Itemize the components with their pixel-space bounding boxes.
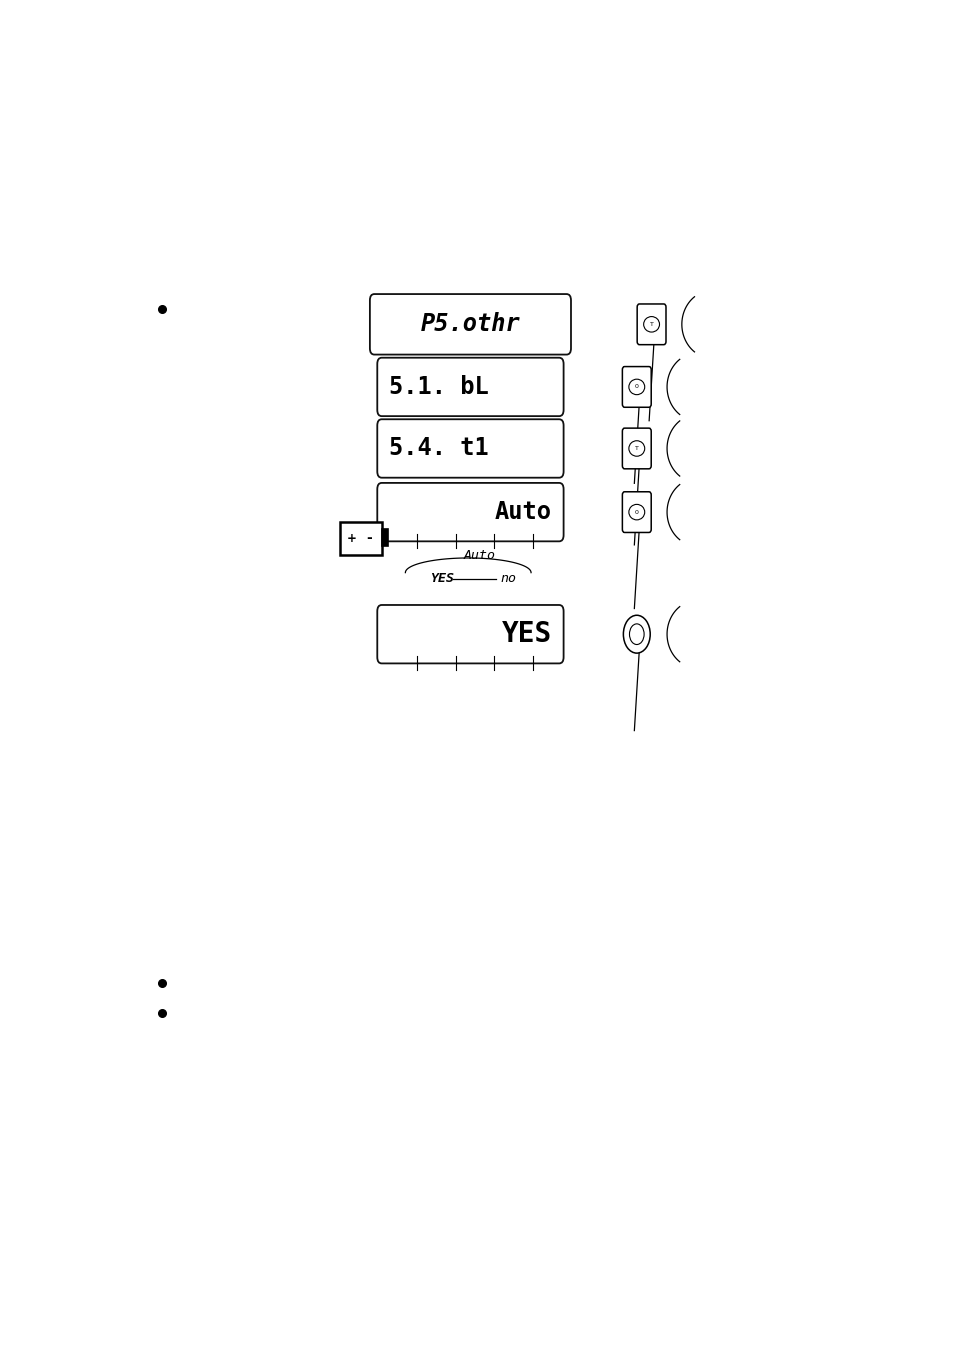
- Text: no: no: [499, 572, 516, 585]
- Circle shape: [629, 623, 643, 645]
- FancyBboxPatch shape: [381, 528, 387, 546]
- Text: 0: 0: [634, 385, 639, 389]
- Text: P5.othr: P5.othr: [420, 312, 519, 336]
- FancyBboxPatch shape: [376, 604, 563, 664]
- FancyBboxPatch shape: [621, 428, 651, 469]
- Text: 0: 0: [634, 509, 639, 515]
- Circle shape: [622, 615, 650, 653]
- Text: YES: YES: [501, 621, 551, 648]
- Ellipse shape: [643, 317, 659, 332]
- FancyBboxPatch shape: [621, 492, 651, 533]
- Text: Auto: Auto: [495, 500, 551, 524]
- Text: T: T: [649, 322, 653, 327]
- FancyBboxPatch shape: [637, 304, 665, 344]
- Text: 5.4. t1: 5.4. t1: [389, 436, 488, 461]
- Text: -: -: [366, 531, 372, 545]
- Ellipse shape: [628, 504, 644, 520]
- FancyBboxPatch shape: [370, 294, 571, 355]
- FancyBboxPatch shape: [376, 358, 563, 416]
- Ellipse shape: [628, 379, 644, 394]
- FancyBboxPatch shape: [340, 522, 381, 556]
- FancyBboxPatch shape: [376, 482, 563, 542]
- FancyBboxPatch shape: [376, 419, 563, 478]
- Ellipse shape: [628, 440, 644, 457]
- Text: YES: YES: [429, 572, 454, 585]
- Text: 5.1. bL: 5.1. bL: [389, 375, 488, 398]
- Text: T: T: [634, 446, 639, 451]
- FancyBboxPatch shape: [621, 367, 651, 408]
- Text: Auto: Auto: [463, 549, 495, 562]
- Text: +: +: [346, 531, 356, 545]
